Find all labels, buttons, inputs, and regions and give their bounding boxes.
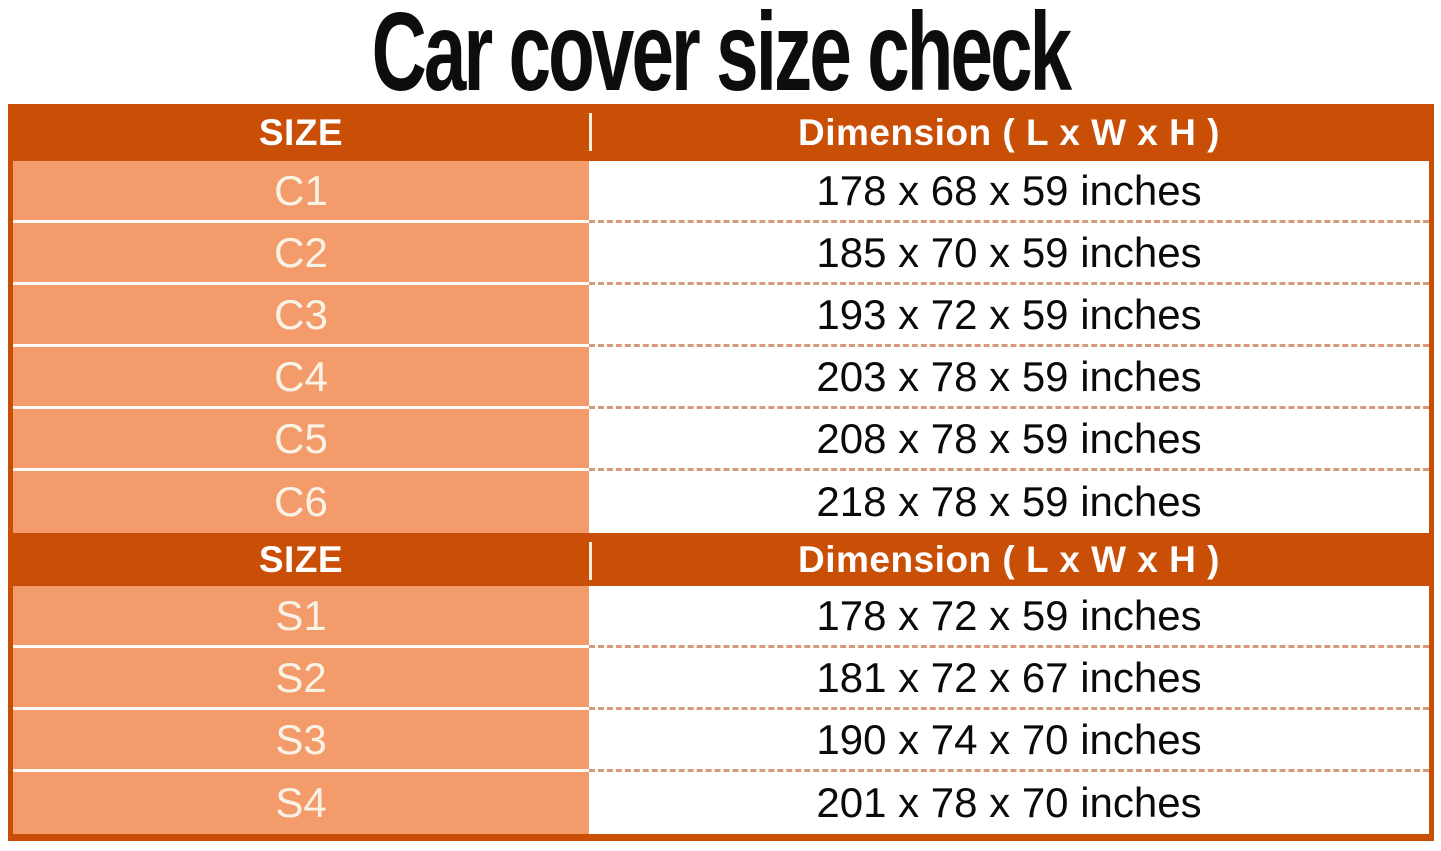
dimension-cell: 178 x 68 x 59 inches bbox=[589, 161, 1429, 223]
dimension-cell: 203 x 78 x 59 inches bbox=[589, 347, 1429, 409]
table-row: S1 178 x 72 x 59 inches bbox=[13, 586, 1429, 648]
table-rows-c: C1 178 x 68 x 59 inches C2 185 x 70 x 59… bbox=[13, 161, 1429, 533]
size-column-header: SIZE bbox=[258, 538, 344, 580]
table-row: C6 218 x 78 x 59 inches bbox=[13, 471, 1429, 533]
page-title: Car cover size check bbox=[371, 0, 1072, 114]
size-cell: C5 bbox=[13, 409, 589, 471]
table-row: C4 203 x 78 x 59 inches bbox=[13, 347, 1429, 409]
table-rows-s: S1 178 x 72 x 59 inches S2 181 x 72 x 67… bbox=[13, 586, 1429, 834]
size-table: SIZE Dimension ( L x W x H ) C1 178 x 68… bbox=[8, 104, 1434, 841]
dimension-cell: 218 x 78 x 59 inches bbox=[589, 471, 1429, 533]
table-row: S3 190 x 74 x 70 inches bbox=[13, 710, 1429, 772]
dimension-cell: 185 x 70 x 59 inches bbox=[589, 223, 1429, 285]
table-row: S4 201 x 78 x 70 inches bbox=[13, 772, 1429, 834]
size-table-section-s: SIZE Dimension ( L x W x H ) S1 178 x 72… bbox=[13, 533, 1429, 834]
size-cell: C6 bbox=[13, 471, 589, 533]
dimension-cell: 181 x 72 x 67 inches bbox=[589, 648, 1429, 710]
dimension-cell: 208 x 78 x 59 inches bbox=[589, 409, 1429, 471]
table-row: S2 181 x 72 x 67 inches bbox=[13, 648, 1429, 710]
dimension-cell: 190 x 74 x 70 inches bbox=[589, 710, 1429, 772]
size-cell: C1 bbox=[13, 161, 589, 223]
dimension-cell: 178 x 72 x 59 inches bbox=[589, 586, 1429, 648]
table-row: C2 185 x 70 x 59 inches bbox=[13, 223, 1429, 285]
size-cell: S3 bbox=[13, 710, 589, 772]
dimension-cell: 201 x 78 x 70 inches bbox=[589, 772, 1429, 834]
size-column-header: SIZE bbox=[258, 111, 344, 153]
size-cell: S2 bbox=[13, 648, 589, 710]
size-cell: C4 bbox=[13, 347, 589, 409]
table-header-row: SIZE Dimension ( L x W x H ) bbox=[13, 104, 1429, 161]
page-title-container: Car cover size check bbox=[0, 0, 1441, 108]
table-row: C5 208 x 78 x 59 inches bbox=[13, 409, 1429, 471]
dimension-column-header: Dimension ( L x W x H ) bbox=[798, 111, 1220, 153]
table-row: C3 193 x 72 x 59 inches bbox=[13, 285, 1429, 347]
size-cell: C3 bbox=[13, 285, 589, 347]
dimension-cell: 193 x 72 x 59 inches bbox=[589, 285, 1429, 347]
table-header-row: SIZE Dimension ( L x W x H ) bbox=[13, 533, 1429, 586]
size-table-section-c: SIZE Dimension ( L x W x H ) C1 178 x 68… bbox=[13, 104, 1429, 533]
table-row: C1 178 x 68 x 59 inches bbox=[13, 161, 1429, 223]
size-cell: C2 bbox=[13, 223, 589, 285]
size-cell: S4 bbox=[13, 772, 589, 834]
header-column-divider bbox=[589, 113, 592, 151]
dimension-column-header: Dimension ( L x W x H ) bbox=[798, 538, 1220, 580]
header-column-divider bbox=[589, 542, 592, 580]
size-cell: S1 bbox=[13, 586, 589, 648]
